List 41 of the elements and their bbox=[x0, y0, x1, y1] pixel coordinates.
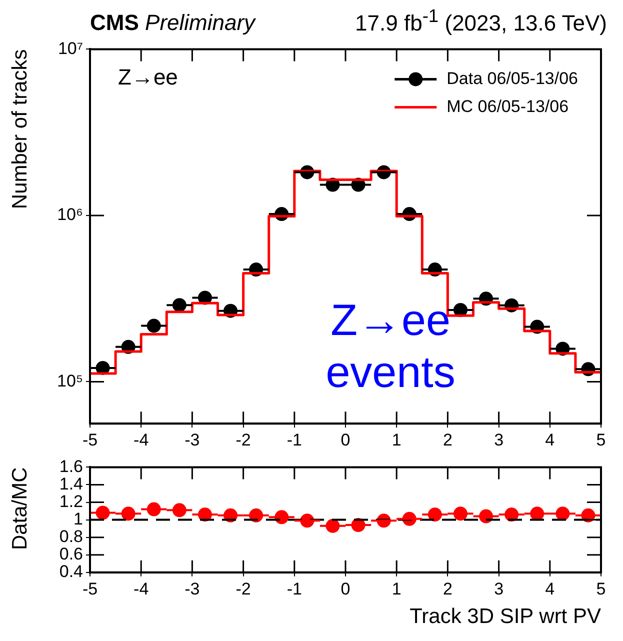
legend-label: MC 06/05-13/06 bbox=[446, 96, 569, 116]
y-tick-label: 1.2 bbox=[59, 492, 83, 511]
x-tick-label: 1 bbox=[392, 579, 402, 598]
y-tick-label: 10⁷ bbox=[58, 38, 83, 58]
x-tick-label: -3 bbox=[184, 579, 200, 598]
x-tick-label: 4 bbox=[545, 430, 555, 450]
x-tick-label: 3 bbox=[494, 430, 504, 450]
x-tick-label: -4 bbox=[134, 579, 149, 598]
annotation: Z→ee events bbox=[326, 296, 456, 397]
x-tick-label: 2 bbox=[442, 579, 452, 598]
x-axis-title: Track 3D SIP wrt PV bbox=[410, 605, 601, 628]
legend-label: Data 06/05-13/06 bbox=[446, 68, 578, 88]
y-tick-label: 0.4 bbox=[59, 562, 83, 582]
x-tick-label: 2 bbox=[442, 430, 452, 450]
chart-title: CMS Preliminary bbox=[90, 10, 256, 35]
y-tick-label: 1.4 bbox=[59, 474, 83, 494]
x-tick-label: -1 bbox=[286, 430, 302, 450]
y-tick-label: 0.8 bbox=[59, 527, 83, 546]
y-tick-label: 1.6 bbox=[59, 456, 83, 476]
y-tick-label: 10⁶ bbox=[57, 205, 83, 224]
y-axis-title: Data/MC bbox=[8, 467, 32, 550]
x-tick-label: 1 bbox=[392, 430, 402, 450]
x-tick-label: -4 bbox=[134, 430, 149, 450]
x-tick-label: 0 bbox=[340, 579, 350, 598]
y-tick-label: 1 bbox=[74, 509, 83, 528]
x-tick-label: -1 bbox=[286, 579, 302, 598]
y-axis-title: Number of tracks bbox=[8, 49, 32, 210]
x-tick-label: 5 bbox=[596, 579, 606, 598]
x-tick-label: -2 bbox=[236, 430, 251, 450]
y-tick-label: 0.6 bbox=[59, 544, 83, 564]
x-tick-label: 4 bbox=[545, 579, 555, 598]
y-tick-label: 10⁵ bbox=[57, 371, 83, 390]
annotation: Z→ee bbox=[118, 64, 178, 90]
x-tick-label: 3 bbox=[494, 579, 504, 598]
x-tick-label: 5 bbox=[596, 430, 606, 450]
chart-subtitle: 17.9 fb$^{-1}$ (2023, 13.6 TeV) bbox=[355, 4, 607, 36]
x-tick-label: 0 bbox=[340, 430, 350, 450]
x-tick-label: -3 bbox=[184, 430, 200, 450]
x-tick-label: -5 bbox=[82, 430, 98, 450]
x-tick-label: -2 bbox=[236, 579, 251, 598]
x-tick-label: -5 bbox=[82, 579, 98, 598]
